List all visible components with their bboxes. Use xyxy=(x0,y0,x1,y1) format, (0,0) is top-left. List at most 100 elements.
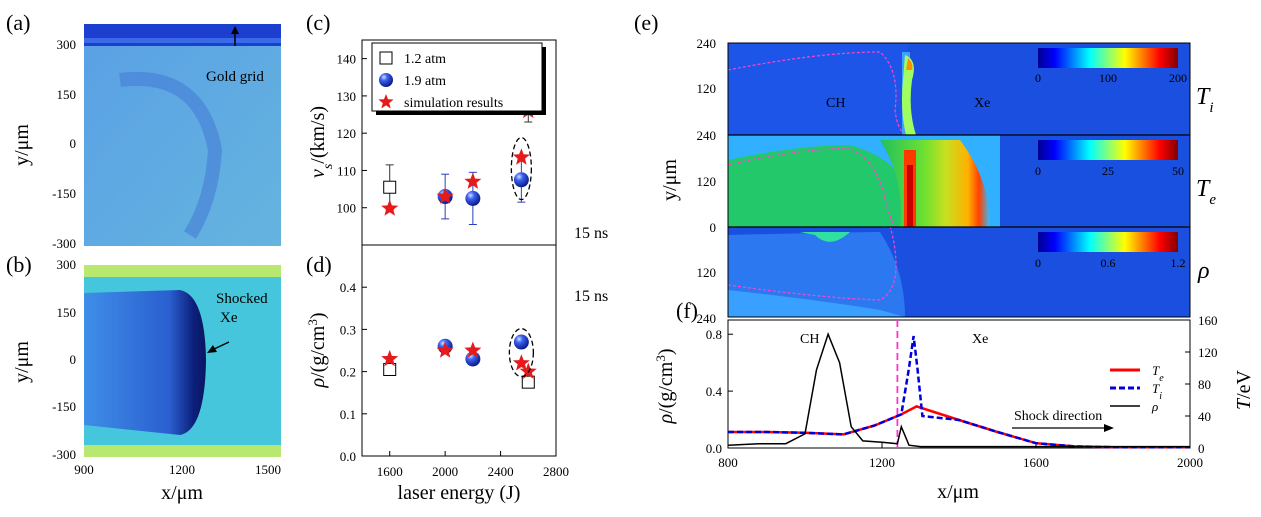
ch-label: CH xyxy=(826,96,845,111)
highlight-ellipse xyxy=(510,136,533,201)
panel-c-ylabel: vs/(km/s) xyxy=(307,106,336,178)
svg-text:200: 200 xyxy=(1169,71,1187,85)
strip-ti-label: Ti xyxy=(1196,84,1214,116)
svg-text:0: 0 xyxy=(710,220,717,235)
panel-d-frame xyxy=(361,244,557,457)
svg-text:25: 25 xyxy=(1102,164,1114,178)
legend-square-icon xyxy=(379,51,393,65)
legend-item-3: simulation results xyxy=(404,96,503,111)
panel-e-letter: (e) xyxy=(634,10,658,35)
svg-text:0: 0 xyxy=(1035,71,1041,85)
shock-direction-arrow xyxy=(1104,424,1114,432)
point-sphere xyxy=(465,190,481,206)
point-star xyxy=(512,148,530,165)
ytick-label: 130 xyxy=(337,89,357,104)
svg-text:50: 50 xyxy=(1172,164,1184,178)
legend-box xyxy=(371,42,543,112)
ytick-label-left: 0.8 xyxy=(706,327,722,342)
svg-text:240: 240 xyxy=(697,128,717,143)
panel-c-letter: (c) xyxy=(306,10,330,35)
panel-f-frame xyxy=(727,319,1191,449)
panel-e-frame xyxy=(727,42,1191,318)
svg-text:0: 0 xyxy=(70,136,77,151)
xtick-label: 1600 xyxy=(1023,455,1049,470)
panel-f-legend: Te Ti ρ xyxy=(1110,363,1164,414)
point-square xyxy=(383,180,397,194)
legend-item-1: 1.2 atm xyxy=(404,52,446,67)
ytick-label-right: 120 xyxy=(1198,345,1218,360)
panel-e-yticks: 240 120 240 120 0 120 240 xyxy=(697,36,717,326)
xtick-label: 2400 xyxy=(488,464,514,479)
panel-d-ylabel: ρ/(g/cm3) xyxy=(305,313,330,389)
ytick-label-left: 0.4 xyxy=(706,384,723,399)
point-star xyxy=(519,362,537,379)
panel-b: (b) Shocked Xe 300 150 0 -150 -300 900 1… xyxy=(6,252,281,504)
panel-b-letter: (b) xyxy=(6,252,32,277)
panel-f-letter: (f) xyxy=(676,298,698,323)
panel-b-yticks: 300 150 0 -150 -300 xyxy=(52,257,76,462)
panel-e: (e) 0 100 200 CH Xe Ti 0 xyxy=(634,10,1216,326)
panel-d: (d) 0.0 0.1 0.2 0.3 0.4 1600 2000 2400 2800 ρ/(g… xyxy=(305,244,608,504)
svg-text:300: 300 xyxy=(57,37,77,52)
point-star xyxy=(436,341,454,358)
panel-c-annotation: 15 ns xyxy=(574,225,608,242)
shock-arc xyxy=(119,71,223,239)
xe-label: Xe xyxy=(974,96,990,111)
panel-b-ylabel: y/μm xyxy=(11,341,33,383)
legend-item-2: 1.9 atm xyxy=(404,74,446,89)
svg-text:-150: -150 xyxy=(52,186,76,201)
gold-grid-arrow xyxy=(231,26,239,34)
shocked-label-2: Xe xyxy=(220,310,238,326)
svg-text:-300: -300 xyxy=(52,236,76,251)
ytick-label: 120 xyxy=(337,126,357,141)
legend: 1.2 atm 1.9 atm simulation results xyxy=(371,42,546,115)
shocked-label-1: Shocked xyxy=(216,291,268,307)
svg-text:150: 150 xyxy=(57,305,77,320)
point-square xyxy=(383,362,397,376)
svg-text:-150: -150 xyxy=(52,399,76,414)
point-star xyxy=(381,349,399,367)
ytick-label-left: 0.0 xyxy=(706,441,722,456)
series-line-rho xyxy=(727,332,1190,448)
ytick-label: 0.4 xyxy=(340,280,357,295)
ytick-label: 0.1 xyxy=(340,407,356,422)
ch-region-label: CH xyxy=(800,332,819,347)
xtick-label: 2000 xyxy=(1177,455,1203,470)
point-star xyxy=(464,172,482,189)
shock-direction-label: Shock direction xyxy=(1014,409,1102,424)
point-sphere xyxy=(513,172,529,188)
legend-rho: ρ xyxy=(1151,399,1158,414)
panel-a: (a) Gold grid 300 150 0 -150 -300 y/μm xyxy=(6,10,281,251)
svg-text:120: 120 xyxy=(697,174,717,189)
panel-f: (f) 800 1200 1600 20000.00.40.804080120160 … xyxy=(653,298,1256,503)
strip-te-label: Te xyxy=(1196,176,1216,208)
panel-c: (c) 100 110 120 130 140 vs/(km/s) 15 ns 1.2 … xyxy=(306,10,608,246)
xtick-label: 2000 xyxy=(432,464,458,479)
legend-ti: Ti xyxy=(1152,381,1162,402)
strip-te: 0 25 50 Te xyxy=(727,135,1216,228)
panel-d-marks xyxy=(381,327,537,389)
point-square xyxy=(521,375,535,389)
point-sphere xyxy=(513,334,529,350)
strip-rho-label: ρ xyxy=(1197,258,1210,284)
svg-text:120: 120 xyxy=(697,81,717,96)
svg-text:1500: 1500 xyxy=(255,462,281,477)
ytick-label-right: 40 xyxy=(1198,409,1211,424)
ytick-label: 0.0 xyxy=(340,449,356,464)
panel-c-yticks: 100 110 120 130 140 xyxy=(337,52,367,216)
shocked-xe-arrow xyxy=(207,345,217,353)
panel-a-letter: (a) xyxy=(6,10,30,35)
xtick-label: 2800 xyxy=(543,464,569,479)
panel-a-image xyxy=(84,24,281,246)
panel-d-xlabel: laser energy (J) xyxy=(398,482,521,504)
svg-text:0.6: 0.6 xyxy=(1101,256,1116,270)
ytick-label-right: 160 xyxy=(1198,313,1218,328)
legend-star-icon-shape xyxy=(378,94,394,109)
panel-f-lines xyxy=(727,320,1190,449)
svg-text:900: 900 xyxy=(74,462,94,477)
highlight-ellipse xyxy=(508,327,535,378)
svg-text:300: 300 xyxy=(57,257,77,272)
point-star xyxy=(436,187,454,204)
legend-te: Te xyxy=(1152,363,1164,384)
xtick-label: 1600 xyxy=(377,464,403,479)
